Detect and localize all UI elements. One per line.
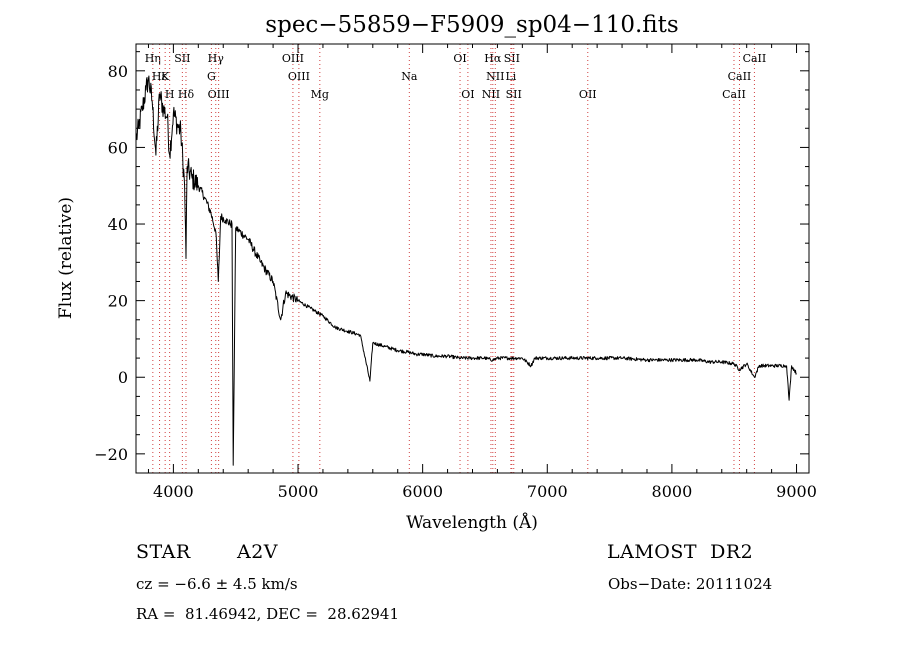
spectral-line-markers: HηHεKHSIIHδHγGOIIIOIIIOIIIMgNaOIOIHαNIIN…	[145, 44, 767, 473]
spectral-line-label: CaII	[743, 52, 767, 65]
y-tick-label: 0	[118, 368, 128, 387]
spectral-line-label: NII	[482, 88, 500, 101]
spectral-line-label: CaII	[728, 70, 752, 83]
object-subclass: A2V	[237, 541, 279, 563]
spectral-line-label: Mg	[311, 88, 329, 101]
spectral-line-label: OII	[579, 88, 597, 101]
y-tick-label: 20	[108, 292, 128, 311]
x-tick-label: 5000	[278, 482, 319, 501]
spectral-line-label: OIII	[282, 52, 304, 65]
x-tick-label: 9000	[776, 482, 817, 501]
spectrum-series-line	[135, 75, 797, 466]
redshift-cz: cz = −6.6 ± 4.5 km/s	[136, 575, 298, 593]
spectral-line-label: OI	[453, 52, 466, 65]
y-tick-label: −20	[94, 445, 128, 464]
spectral-line-label: K	[161, 70, 170, 83]
spectral-line-label: Hδ	[178, 88, 195, 101]
y-tick-label: 40	[108, 215, 128, 234]
observation-date: Obs−Date: 20111024	[608, 575, 773, 593]
spectral-line-label: OIII	[208, 88, 230, 101]
y-tick-label: 60	[108, 138, 128, 157]
spectral-line-label: OI	[461, 88, 474, 101]
x-tick-label: 4000	[153, 482, 194, 501]
survey-release: LAMOST DR2	[607, 541, 754, 563]
spectral-line-label: Li	[505, 70, 516, 83]
spectral-line-label: H	[165, 88, 175, 101]
spectral-line-label: SII	[504, 52, 520, 65]
y-tick-label: 80	[108, 62, 128, 81]
spectral-line-label: SII	[506, 88, 522, 101]
spectral-line-label: OIII	[288, 70, 310, 83]
spectral-line-label: Hα	[484, 52, 502, 65]
spectral-line-label: Hγ	[208, 52, 225, 65]
spectral-line-label: Hε	[152, 70, 168, 83]
spectral-line-label: NII	[486, 70, 504, 83]
spectral-line-label: CaII	[722, 88, 746, 101]
y-axis: −20 0 20 40 60 80	[94, 51, 809, 474]
spectral-line-label: SII	[174, 52, 190, 65]
x-tick-label: 6000	[402, 482, 443, 501]
x-tick-label: 8000	[652, 482, 693, 501]
spectral-line-label: Hη	[145, 52, 161, 65]
plot-frame	[135, 43, 810, 474]
spectral-line-label: G	[207, 70, 216, 83]
x-axis-label: Wavelength (Å)	[406, 512, 538, 533]
coordinates: RA = 81.46942, DEC = 28.62941	[136, 605, 400, 623]
x-tick-label: 7000	[527, 482, 568, 501]
x-axis: 4000 5000 6000 7000 8000 9000	[147, 44, 817, 501]
spectral-line-label: Na	[401, 70, 418, 83]
chart-title: spec−55859−F5909_sp04−110.fits	[265, 12, 678, 38]
object-class: STAR	[136, 541, 191, 563]
y-axis-label: Flux (relative)	[56, 197, 76, 319]
